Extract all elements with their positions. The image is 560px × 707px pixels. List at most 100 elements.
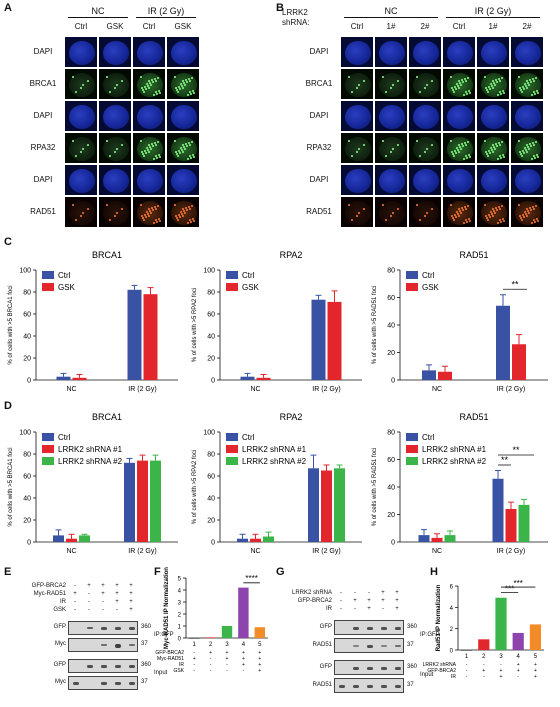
significance-label: ***: [505, 584, 514, 593]
focus-dot: [524, 210, 526, 213]
focus-dot: [189, 156, 192, 159]
bar: [321, 470, 332, 542]
nucleus: [103, 168, 129, 194]
panel-b-micrograph: [510, 132, 544, 164]
focus-dot: [174, 140, 177, 143]
y-tick-label: 100: [19, 430, 31, 437]
nucleus: [481, 168, 507, 194]
condition-sign: -: [466, 668, 468, 674]
blot-condition-sign: +: [129, 607, 133, 613]
focus-dot: [141, 216, 144, 219]
focus-dot: [457, 86, 460, 89]
focus-dot: [174, 76, 177, 79]
bar: [143, 294, 158, 380]
focus-dot: [463, 157, 466, 160]
condition-sign: +: [517, 668, 520, 674]
nucleus: [515, 104, 541, 130]
condition-sign: +: [258, 656, 261, 662]
blot-strip: [68, 621, 138, 635]
focus-dot: [140, 140, 143, 143]
panel-label-d: D: [4, 400, 12, 412]
focus-dot: [464, 143, 467, 146]
chart-title: RAD51: [459, 250, 488, 260]
panel-b-row-label: DAPI: [309, 175, 329, 184]
panel-b-col-4: 1#: [488, 22, 498, 31]
focus-dot: [147, 214, 150, 217]
focus-dot: [527, 147, 530, 150]
condition-label: Myc-RAD51: [157, 656, 184, 662]
bar: [124, 462, 135, 542]
blot-strip: [334, 638, 404, 653]
focus-dot: [158, 155, 161, 158]
panel-a-group-line-ir: [136, 17, 196, 18]
focus-dot: [154, 79, 157, 82]
blot-band: [367, 644, 373, 648]
focus-dot: [348, 76, 351, 79]
blot-condition-label: GSK: [53, 607, 66, 613]
focus-dot: [188, 143, 191, 146]
focus-dot: [464, 79, 467, 82]
focus-dot: [463, 141, 466, 144]
y-tick-label: 3: [178, 601, 182, 607]
condition-sign: +: [209, 650, 212, 656]
focus-dot: [524, 212, 527, 215]
nucleus: [137, 40, 163, 66]
focus-dot: [525, 214, 528, 217]
focus-dot: [148, 207, 151, 210]
focus-dot: [466, 140, 469, 143]
focus-dot: [534, 76, 537, 79]
condition-sign: +: [226, 650, 229, 656]
focus-dot: [465, 90, 468, 93]
panel-a-micrograph: [64, 132, 98, 164]
focus-dot: [492, 79, 495, 82]
focus-dot: [502, 219, 505, 222]
bar: [237, 538, 248, 542]
significance-label: **: [511, 279, 519, 289]
focus-dot: [142, 218, 145, 221]
nucleus: [171, 104, 197, 130]
focus-dot: [465, 156, 468, 159]
focus-dot: [187, 157, 190, 160]
focus-dot: [141, 88, 144, 91]
blot-row-label: RAD51: [312, 681, 332, 688]
panel-b-micrograph: [510, 100, 544, 132]
x-tick-label: IR (2 Gy): [128, 548, 156, 555]
focus-dot: [72, 76, 75, 79]
focus-dot: [500, 140, 503, 143]
condition-label: IR: [451, 674, 456, 680]
bar: [512, 632, 524, 650]
focus-dot: [486, 154, 489, 157]
blot-input-label: Input: [154, 670, 168, 676]
focus-dot: [106, 76, 109, 79]
focus-dot: [495, 208, 498, 211]
focus-dot: [497, 93, 500, 96]
blot-row-label: Myc: [55, 679, 66, 685]
x-tick-label: 4: [517, 654, 521, 660]
focus-dot: [148, 145, 151, 148]
focus-dot: [416, 204, 419, 207]
focus-dot: [143, 85, 146, 88]
condition-sign: +: [242, 650, 245, 656]
focus-dot: [456, 82, 458, 85]
blot-ip-label: IP:GFP: [420, 632, 440, 638]
panel-b-micrograph: [374, 68, 408, 100]
bar: [529, 624, 541, 650]
focus-dot: [524, 148, 527, 151]
panel-a-micrograph: [132, 164, 166, 196]
focus-dot: [494, 142, 497, 145]
y-tick-label: 20: [23, 356, 31, 363]
focus-dot: [180, 84, 183, 87]
legend-label: LRRK2 shRNA #2: [422, 457, 487, 466]
condition-label: IR: [179, 662, 184, 668]
y-tick-label: 5: [178, 577, 182, 583]
y-tick-label: 80: [387, 268, 395, 275]
focus-dot: [453, 149, 456, 152]
x-tick-label: 5: [258, 642, 262, 648]
blot-condition-sign: -: [102, 599, 104, 605]
focus-dot: [423, 150, 426, 153]
focus-dot: [498, 79, 501, 82]
focus-dot: [526, 81, 529, 84]
panel-b-micrograph: [510, 68, 544, 100]
legend-swatch: [226, 445, 238, 453]
focus-dot: [499, 154, 502, 157]
